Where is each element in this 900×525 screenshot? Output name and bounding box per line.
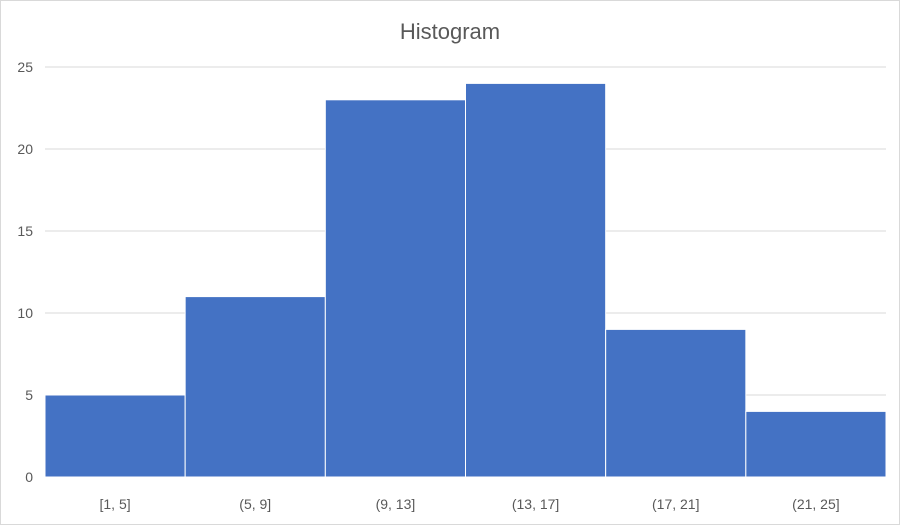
y-tick-label: 5 bbox=[25, 387, 33, 403]
y-tick-label: 20 bbox=[17, 141, 33, 157]
histogram-bar bbox=[605, 328, 747, 478]
histogram-bar bbox=[44, 394, 186, 478]
x-tick-label: (9, 13] bbox=[376, 496, 416, 512]
x-axis-ticks: [1, 5] (5, 9] (9, 13] (13, 17] (17, 21] (21, … bbox=[100, 496, 840, 512]
histogram-bar bbox=[745, 410, 887, 478]
y-tick-label: 15 bbox=[17, 223, 33, 239]
histogram-bar bbox=[465, 82, 607, 478]
y-tick-label: 25 bbox=[17, 59, 33, 75]
x-tick-label: (5, 9] bbox=[239, 496, 271, 512]
x-tick-label: (21, 25] bbox=[792, 496, 839, 512]
x-tick-label: (17, 21] bbox=[652, 496, 699, 512]
histogram-bar bbox=[184, 296, 326, 478]
bars bbox=[44, 82, 887, 478]
chart-title: Histogram bbox=[400, 19, 500, 44]
histogram-bar bbox=[324, 99, 467, 478]
y-tick-label: 10 bbox=[17, 305, 33, 321]
y-axis-ticks: 0 5 10 15 20 25 bbox=[17, 59, 33, 485]
x-tick-label: [1, 5] bbox=[100, 496, 131, 512]
y-tick-label: 0 bbox=[25, 469, 33, 485]
x-tick-label: (13, 17] bbox=[512, 496, 559, 512]
